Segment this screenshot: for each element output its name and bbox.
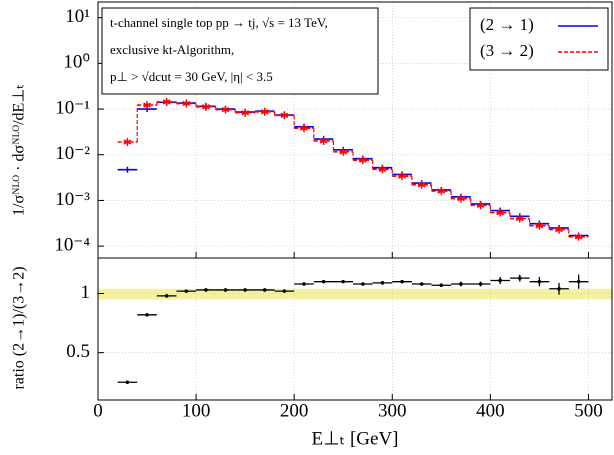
point-marker bbox=[439, 283, 444, 288]
ratio-axis-label: ratio (2→1)/(3→2) bbox=[11, 266, 28, 389]
y-tick-label: 10⁻³ bbox=[55, 189, 90, 210]
x-tick-label: 300 bbox=[378, 400, 407, 421]
star-marker bbox=[515, 214, 524, 223]
annotation-box bbox=[101, 7, 379, 95]
y-tick-label: 10⁻² bbox=[55, 143, 90, 164]
star-marker bbox=[280, 111, 289, 120]
annotation: t-channel single top pp → tj, √s = 13 Te… bbox=[110, 15, 328, 30]
star-marker bbox=[162, 97, 171, 106]
star-marker bbox=[123, 138, 132, 147]
point-marker bbox=[557, 286, 561, 291]
point-marker bbox=[517, 276, 522, 280]
point-marker bbox=[204, 288, 208, 292]
star-marker bbox=[260, 107, 269, 116]
point-marker bbox=[341, 279, 346, 284]
star-marker bbox=[457, 194, 465, 203]
x-tick-label: 0 bbox=[93, 400, 103, 421]
star-marker bbox=[221, 105, 230, 114]
point-marker bbox=[223, 288, 228, 292]
point-marker bbox=[184, 289, 189, 293]
point-marker bbox=[262, 288, 267, 292]
point-marker bbox=[478, 282, 483, 286]
point-marker bbox=[164, 294, 169, 298]
star-marker bbox=[339, 147, 348, 156]
x-tick-label: 200 bbox=[280, 400, 309, 421]
star-marker bbox=[496, 208, 505, 217]
x-axis-label: E⊥ₜ [GeV] bbox=[311, 428, 398, 449]
annotation: p⊥ > √dcut = 30 GeV, |η| < 3.5 bbox=[110, 69, 273, 84]
point-marker bbox=[282, 289, 287, 293]
star-marker bbox=[143, 101, 151, 110]
star-marker bbox=[182, 99, 191, 108]
point-marker bbox=[537, 279, 542, 284]
star-marker bbox=[555, 225, 563, 234]
point-marker bbox=[419, 282, 424, 286]
star-marker bbox=[241, 108, 249, 117]
point-marker bbox=[145, 313, 149, 317]
legend-box bbox=[469, 7, 609, 71]
reference-band bbox=[98, 288, 612, 300]
star-marker bbox=[417, 180, 426, 189]
star-marker bbox=[300, 124, 308, 133]
point-marker bbox=[498, 278, 502, 283]
point-marker bbox=[380, 281, 385, 285]
plot-frame bbox=[97, 257, 613, 401]
star-marker bbox=[359, 156, 367, 165]
point-marker bbox=[459, 282, 463, 286]
star-marker bbox=[319, 136, 328, 145]
star-marker bbox=[535, 221, 544, 230]
y-tick-label: 10⁻⁴ bbox=[54, 234, 90, 255]
star-marker bbox=[476, 201, 485, 210]
annotation: exclusive kt-Algorithm, bbox=[110, 42, 234, 57]
point-marker bbox=[400, 279, 404, 284]
y-tick-label: 10⁻¹ bbox=[55, 97, 90, 118]
star-marker bbox=[378, 165, 387, 174]
star-marker bbox=[398, 172, 406, 181]
legend-label: (2 → 1) bbox=[480, 15, 534, 34]
star-marker bbox=[202, 102, 210, 111]
x-tick-label: 100 bbox=[182, 400, 211, 421]
point-marker bbox=[321, 279, 326, 284]
y-tick-label: 1 bbox=[81, 282, 91, 303]
x-tick-label: 500 bbox=[574, 400, 603, 421]
point-marker bbox=[243, 288, 247, 292]
y-axis-label: 1/σᴺᴸᴼ · dσᴺᴸᴼ/dE⊥ₜ bbox=[11, 84, 28, 216]
y-tick-label: 10⁰ bbox=[63, 52, 90, 73]
y-tick-label: 0.5 bbox=[66, 341, 90, 362]
point-marker bbox=[125, 380, 130, 385]
y-tick-label: 10¹ bbox=[65, 6, 90, 27]
point-marker bbox=[361, 282, 365, 286]
star-marker bbox=[574, 232, 583, 241]
legend-label: (3 → 2) bbox=[480, 41, 534, 60]
point-marker bbox=[302, 282, 306, 286]
point-marker bbox=[576, 279, 581, 284]
star-marker bbox=[437, 187, 446, 196]
x-tick-label: 400 bbox=[476, 400, 505, 421]
